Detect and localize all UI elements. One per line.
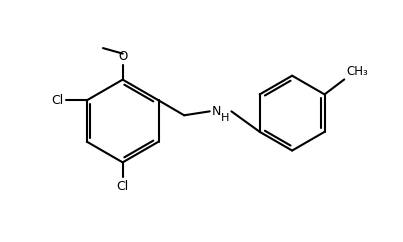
Text: Cl: Cl — [116, 180, 129, 193]
Text: H: H — [221, 113, 229, 123]
Text: N: N — [211, 105, 221, 118]
Text: Cl: Cl — [52, 94, 64, 107]
Text: CH₃: CH₃ — [347, 65, 368, 78]
Text: O: O — [118, 50, 127, 63]
